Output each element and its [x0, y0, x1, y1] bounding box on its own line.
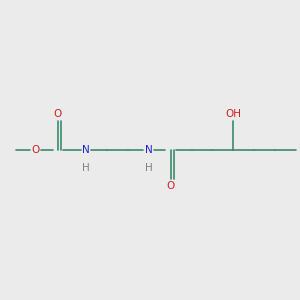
Text: OH: OH — [225, 109, 241, 119]
Text: N: N — [145, 145, 152, 155]
Text: H: H — [145, 163, 152, 173]
Text: O: O — [167, 181, 175, 191]
Text: O: O — [32, 145, 40, 155]
Text: N: N — [82, 145, 90, 155]
Text: O: O — [54, 109, 62, 119]
Text: H: H — [82, 163, 90, 173]
